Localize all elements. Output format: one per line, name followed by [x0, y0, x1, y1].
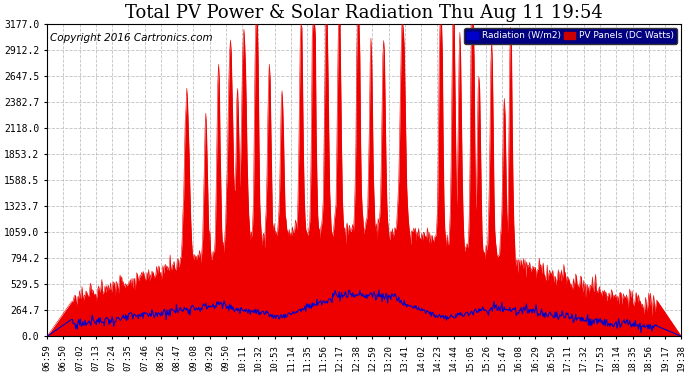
Legend: Radiation (W/m2), PV Panels (DC Watts): Radiation (W/m2), PV Panels (DC Watts)	[464, 28, 677, 44]
Text: Copyright 2016 Cartronics.com: Copyright 2016 Cartronics.com	[50, 33, 213, 43]
Title: Total PV Power & Solar Radiation Thu Aug 11 19:54: Total PV Power & Solar Radiation Thu Aug…	[126, 4, 603, 22]
